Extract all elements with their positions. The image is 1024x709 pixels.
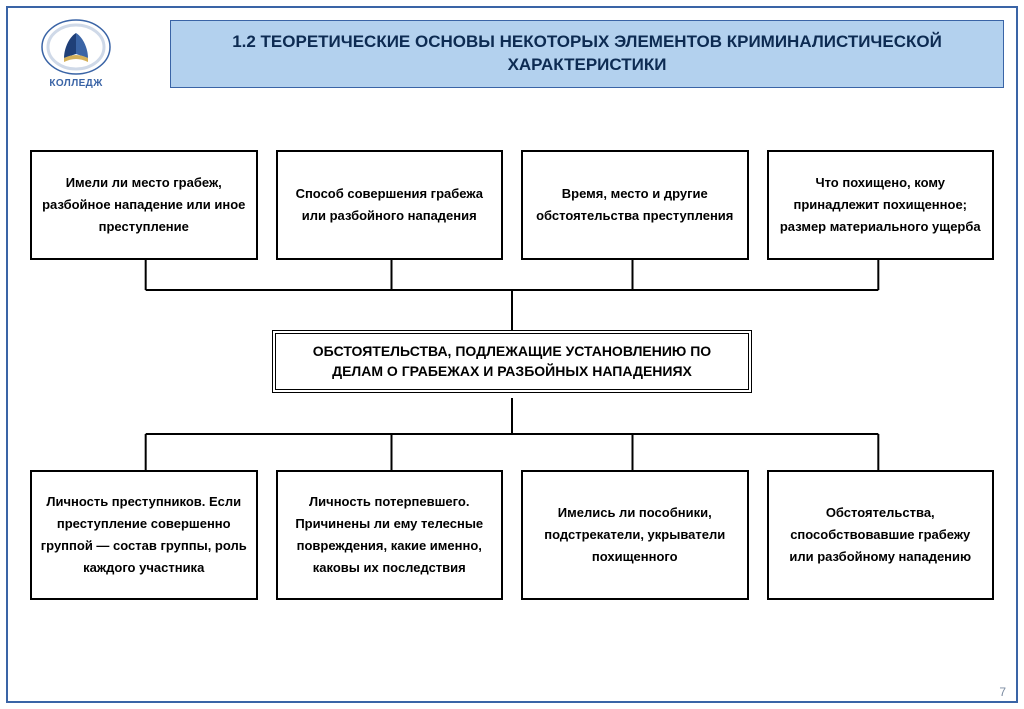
bottom-node-4: Обстоятельства, способствовавшие грабежу… xyxy=(767,470,995,600)
diagram-area: Имели ли место грабеж, разбойное нападен… xyxy=(30,150,994,679)
title-bar: 1.2 ТЕОРЕТИЧЕСКИЕ ОСНОВЫ НЕКОТОРЫХ ЭЛЕМЕ… xyxy=(170,20,1004,88)
logo-label: КОЛЛЕДЖ xyxy=(28,78,124,89)
page-number: 7 xyxy=(999,685,1006,699)
top-connectors xyxy=(30,260,994,330)
top-node-3: Время, место и другие обстоятельства пре… xyxy=(521,150,749,260)
center-block: ОБСТОЯТЕЛЬСТВА, ПОДЛЕЖАЩИЕ УСТАНОВЛЕНИЮ … xyxy=(272,330,752,393)
title-text: 1.2 ТЕОРЕТИЧЕСКИЕ ОСНОВЫ НЕКОТОРЫХ ЭЛЕМЕ… xyxy=(191,31,983,77)
top-node-4: Что похищено, кому принадлежит похищенно… xyxy=(767,150,995,260)
bottom-connectors xyxy=(30,398,994,470)
center-node: ОБСТОЯТЕЛЬСТВА, ПОДЛЕЖАЩИЕ УСТАНОВЛЕНИЮ … xyxy=(272,330,752,393)
logo: КОЛЛЕДЖ xyxy=(28,18,124,89)
bottom-node-2: Личность потерпевшего. Причинены ли ему … xyxy=(276,470,504,600)
top-node-2: Способ совершения грабежа или разбойного… xyxy=(276,150,504,260)
top-node-1: Имели ли место грабеж, разбойное нападен… xyxy=(30,150,258,260)
college-logo-icon xyxy=(40,18,112,76)
bottom-row: Личность преступников. Если преступление… xyxy=(30,470,994,600)
bottom-node-1: Личность преступников. Если преступление… xyxy=(30,470,258,600)
bottom-node-3: Имелись ли пособники, подстрекатели, укр… xyxy=(521,470,749,600)
top-row: Имели ли место грабеж, разбойное нападен… xyxy=(30,150,994,260)
